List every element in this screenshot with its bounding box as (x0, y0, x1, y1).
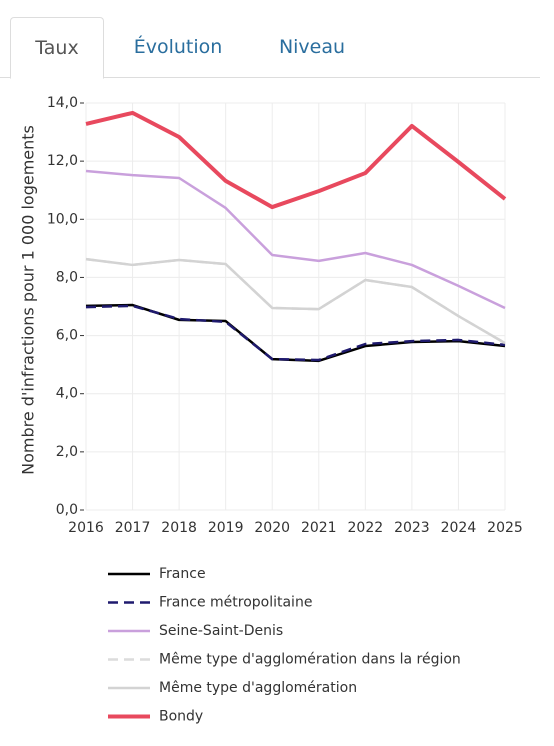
x-tick-label: 2017 (115, 520, 151, 536)
series-line (85, 257, 506, 345)
y-tick-label: 8,0 (56, 269, 78, 285)
legend-label: Seine-Saint-Denis (159, 623, 283, 639)
x-tick-label: 2025 (487, 520, 523, 536)
legend-label: Bondy (159, 709, 203, 725)
series-line (85, 110, 507, 210)
y-tick-label: 2,0 (56, 444, 78, 460)
x-tick-label: 2019 (208, 520, 244, 536)
legend-label: France métropolitaine (159, 595, 312, 611)
legend-label: Même type d'agglomération (159, 680, 357, 696)
x-tick-label: 2024 (441, 520, 477, 536)
legend-label: Même type d'agglomération dans la région (159, 652, 461, 668)
y-axis-label: Nombre d'infractions pour 1 000 logement… (19, 125, 38, 475)
y-tick-label: 10,0 (47, 211, 78, 227)
x-tick-label: 2022 (348, 520, 384, 536)
x-tick-label: 2018 (161, 520, 197, 536)
x-tick-label: 2020 (254, 520, 290, 536)
y-tick-label: 14,0 (47, 95, 78, 111)
legend-label: France (159, 566, 206, 582)
y-tick-label: 6,0 (56, 328, 78, 344)
tab[interactable]: Évolution (133, 36, 223, 58)
y-tick-label: 12,0 (47, 153, 78, 169)
y-tick-label: 4,0 (56, 386, 78, 402)
series-line (85, 304, 506, 362)
x-tick-label: 2021 (301, 520, 337, 536)
series-line (85, 303, 506, 363)
x-tick-label: 2023 (394, 520, 430, 536)
y-tick-label: 0,0 (56, 502, 78, 518)
series-line (85, 169, 506, 310)
x-tick-label: 2016 (68, 520, 104, 536)
tab[interactable]: Taux (10, 17, 104, 79)
tab-bar: Taux Évolution Niveau (0, 17, 540, 79)
tab[interactable]: Niveau (278, 36, 346, 58)
series-line (85, 257, 506, 345)
